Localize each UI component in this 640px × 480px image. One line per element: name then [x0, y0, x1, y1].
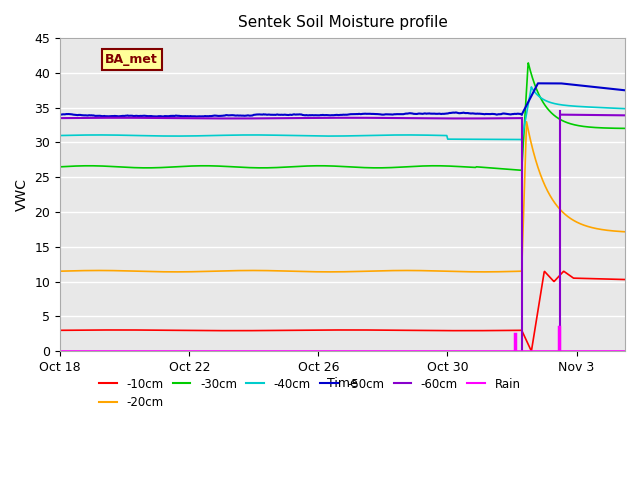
Title: Sentek Soil Moisture profile: Sentek Soil Moisture profile	[237, 15, 447, 30]
X-axis label: Time: Time	[327, 377, 358, 390]
Y-axis label: VWC: VWC	[15, 178, 29, 211]
Text: BA_met: BA_met	[106, 53, 158, 66]
Legend: -10cm, -20cm, -30cm, -40cm, -50cm, -60cm, Rain: -10cm, -20cm, -30cm, -40cm, -50cm, -60cm…	[94, 373, 525, 414]
